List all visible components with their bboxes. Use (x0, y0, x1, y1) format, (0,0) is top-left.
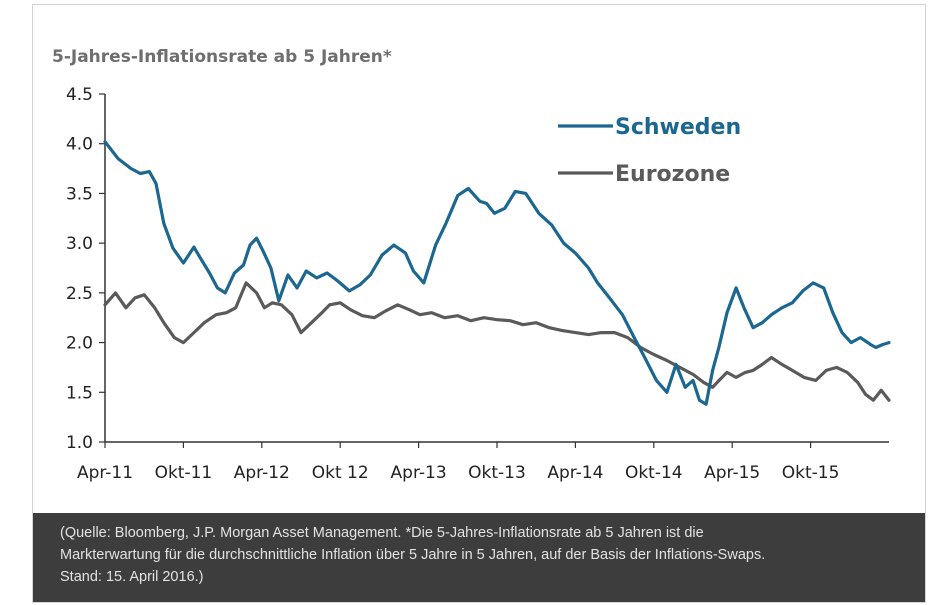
caption-line: Markterwartung für die durchschnittliche… (60, 547, 766, 563)
x-tick-label: Okt-14 (625, 463, 683, 483)
x-tick-label: Apr-13 (391, 463, 447, 483)
y-tick-label: 3.0 (66, 234, 93, 254)
series-line-schweden (103, 140, 891, 406)
x-tick-label: Apr-15 (704, 463, 760, 483)
axes: 1.0 1.5 2.0 2.5 3.0 3.5 4.0 4.5 Apr-11 Okt-11 Apr-… (66, 85, 889, 483)
x-tick-label: Okt-13 (468, 463, 526, 483)
chart-card: 5-Jahres-Inflationsrate ab 5 Jahren* 1.0… (33, 5, 925, 513)
x-tick-label: Apr-14 (547, 463, 603, 483)
y-tick-label: 2.0 (66, 334, 93, 354)
x-tick-label: Apr-12 (234, 463, 290, 483)
line-chart: 5-Jahres-Inflationsrate ab 5 Jahren* 1.0… (52, 47, 891, 483)
figure-frame: 5-Jahres-Inflationsrate ab 5 Jahren* 1.0… (32, 4, 926, 603)
legend-label: Eurozone (615, 162, 730, 187)
y-tick-label: 1.5 (66, 383, 93, 403)
x-tick-label: Okt-15 (782, 463, 840, 483)
y-tick-label: 3.5 (66, 184, 93, 204)
x-tick-label: Okt-11 (155, 463, 213, 483)
x-tick-label: Okt 12 (312, 463, 369, 483)
legend-label: Schweden (615, 115, 741, 140)
caption-line: (Quelle: Bloomberg, J.P. Morgan Asset Ma… (60, 525, 704, 541)
legend: Schweden Eurozone (558, 115, 741, 187)
y-tick-label: 1.0 (66, 433, 93, 453)
y-tick-label: 4.0 (66, 135, 93, 155)
chart-title: 5-Jahres-Inflationsrate ab 5 Jahren* (52, 47, 392, 67)
series-lines (103, 140, 891, 406)
x-tick-label: Apr-11 (77, 463, 133, 483)
caption-line: Stand: 15. April 2016.) (60, 569, 204, 585)
series-line-eurozone (103, 281, 891, 402)
y-tick-label: 2.5 (66, 284, 93, 304)
source-caption: (Quelle: Bloomberg, J.P. Morgan Asset Ma… (33, 513, 925, 602)
y-tick-label: 4.5 (66, 85, 93, 105)
